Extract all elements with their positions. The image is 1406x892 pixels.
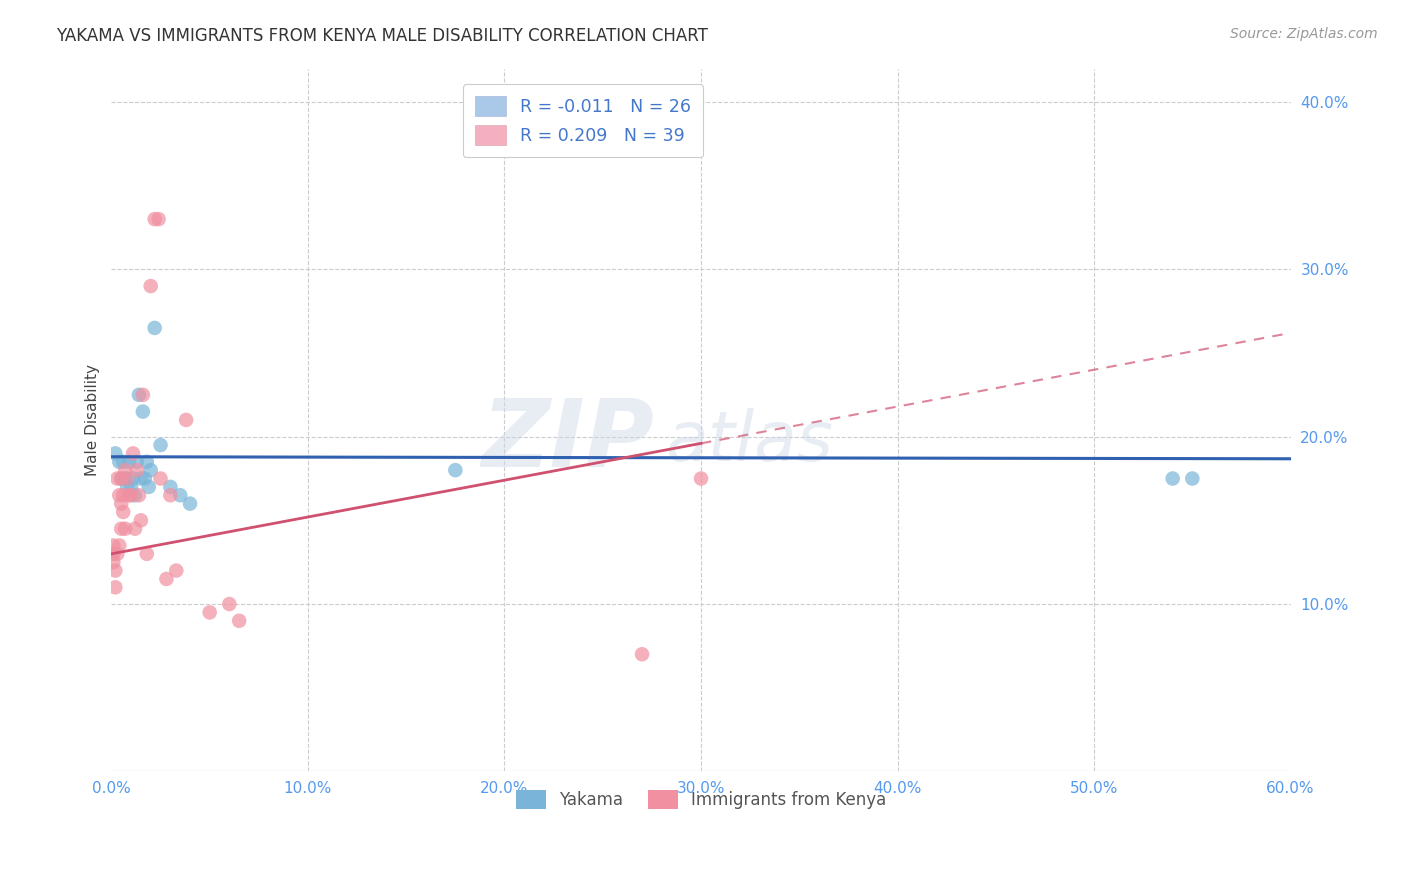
Point <box>124 522 146 536</box>
Point <box>198 606 221 620</box>
Point <box>103 539 125 553</box>
Point <box>112 455 135 469</box>
Point <box>139 279 162 293</box>
Point <box>112 505 135 519</box>
Point <box>132 388 155 402</box>
Point <box>444 463 467 477</box>
Point <box>148 212 170 227</box>
Point <box>118 455 141 469</box>
Text: ZIP: ZIP <box>481 395 654 487</box>
Point <box>125 455 148 469</box>
Point <box>1161 471 1184 485</box>
Point <box>104 580 127 594</box>
Point <box>143 212 166 227</box>
Point <box>165 564 187 578</box>
Point <box>174 413 197 427</box>
Point <box>134 471 156 485</box>
Point <box>104 446 127 460</box>
Point <box>114 471 136 485</box>
Point <box>125 463 148 477</box>
Point <box>149 471 172 485</box>
Point <box>128 488 150 502</box>
Point <box>129 513 152 527</box>
Text: Source: ZipAtlas.com: Source: ZipAtlas.com <box>1230 27 1378 41</box>
Point <box>218 597 240 611</box>
Point <box>149 438 172 452</box>
Point <box>135 455 157 469</box>
Point <box>1181 471 1204 485</box>
Point <box>118 488 141 502</box>
Point <box>112 488 135 502</box>
Point <box>104 564 127 578</box>
Point <box>103 555 125 569</box>
Point <box>108 539 131 553</box>
Point <box>114 463 136 477</box>
Point <box>128 388 150 402</box>
Point <box>110 471 132 485</box>
Point <box>631 647 654 661</box>
Point <box>129 471 152 485</box>
Point <box>110 497 132 511</box>
Point <box>103 547 125 561</box>
Point <box>124 488 146 502</box>
Point <box>105 471 128 485</box>
Point <box>120 488 142 502</box>
Point <box>135 547 157 561</box>
Point <box>138 480 160 494</box>
Point <box>120 480 142 494</box>
Point <box>115 480 138 494</box>
Point <box>110 522 132 536</box>
Point <box>110 471 132 485</box>
Point <box>105 547 128 561</box>
Point <box>690 471 713 485</box>
Point <box>132 404 155 418</box>
Point <box>155 572 177 586</box>
Point <box>115 471 138 485</box>
Point <box>122 471 145 485</box>
Point <box>139 463 162 477</box>
Point <box>169 488 191 502</box>
Text: atlas: atlas <box>665 408 834 475</box>
Point <box>143 321 166 335</box>
Point <box>122 446 145 460</box>
Point <box>228 614 250 628</box>
Point <box>179 497 201 511</box>
Point <box>108 455 131 469</box>
Point <box>114 522 136 536</box>
Text: YAKAMA VS IMMIGRANTS FROM KENYA MALE DISABILITY CORRELATION CHART: YAKAMA VS IMMIGRANTS FROM KENYA MALE DIS… <box>56 27 709 45</box>
Point <box>108 488 131 502</box>
Legend: Yakama, Immigrants from Kenya: Yakama, Immigrants from Kenya <box>509 784 893 816</box>
Point <box>159 480 181 494</box>
Point <box>159 488 181 502</box>
Y-axis label: Male Disability: Male Disability <box>86 364 100 476</box>
